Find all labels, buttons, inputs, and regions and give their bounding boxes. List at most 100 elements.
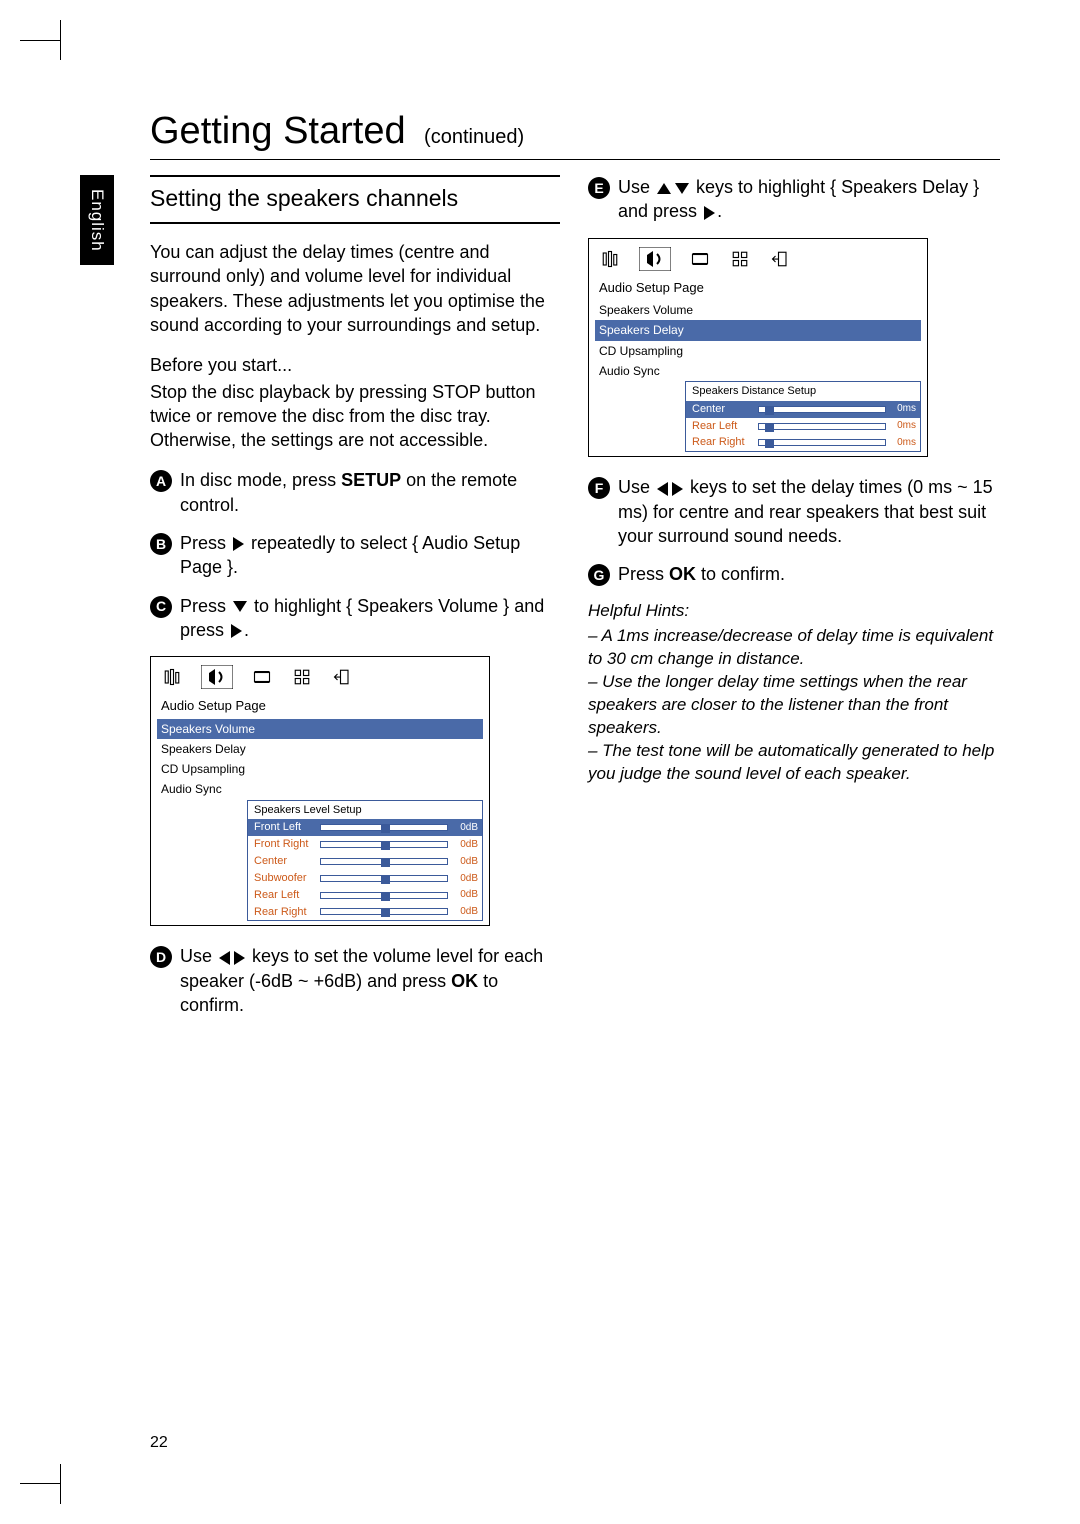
before-label: Before you start...	[150, 353, 560, 377]
osd-row-label: Rear Right	[692, 435, 754, 450]
osd-row-label: Rear Left	[254, 888, 316, 903]
osd-title: Audio Setup Page	[595, 277, 921, 301]
down-arrow-icon	[675, 183, 689, 194]
osd-row-label: Front Right	[254, 837, 316, 852]
osd-row-value: 0dB	[452, 905, 478, 919]
step-6-text: Use keys to set the delay times (0 ms ~ …	[618, 475, 998, 548]
exit-tab-icon	[769, 250, 791, 268]
osd-submenu-title: Speakers Level Setup	[248, 801, 482, 820]
osd-slider-track	[320, 824, 448, 831]
video-tab-icon	[689, 250, 711, 268]
left-column: Setting the speakers channels You can ad…	[150, 175, 560, 1031]
up-arrow-icon	[657, 183, 671, 194]
osd-row-value: 0dB	[452, 821, 478, 835]
osd-row-value: 0ms	[890, 436, 916, 450]
osd-row-value: 0ms	[890, 419, 916, 433]
osd-row-value: 0dB	[452, 888, 478, 902]
step-1: A In disc mode, press SETUP on the remot…	[150, 468, 560, 517]
osd-slider-row: Rear Left 0ms	[686, 418, 920, 435]
step-number-icon: C	[150, 596, 172, 618]
osd-submenu: Speakers Distance Setup Center0msRear Le…	[685, 381, 921, 452]
right-arrow-icon	[704, 206, 715, 220]
osd-menu-item: Audio Sync	[157, 779, 483, 799]
intro-paragraph: You can adjust the delay times (centre a…	[150, 240, 560, 337]
page-title: Getting Started	[150, 110, 406, 152]
osd-row-label: Rear Left	[692, 419, 754, 434]
osd-row-label: Front Left	[254, 820, 316, 835]
osd-tab-bar	[157, 663, 483, 695]
osd-slider-row: Center0dB	[248, 853, 482, 870]
step-number-icon: B	[150, 533, 172, 555]
page-content: English Getting Started (continued) Sett…	[80, 100, 1000, 1444]
osd-slider-track	[320, 858, 448, 865]
osd-slider-row: Rear Left 0dB	[248, 887, 482, 904]
osd-slider-track	[320, 892, 448, 899]
osd-menu-item: CD Upsampling	[157, 759, 483, 779]
step-2: B Press repeatedly to select { Audio Set…	[150, 531, 560, 580]
osd-menu-item: Speakers Delay	[157, 739, 483, 759]
step-7: G Press OK to confirm.	[588, 562, 998, 586]
settings-tab-icon	[599, 250, 621, 268]
step-number-icon: G	[588, 564, 610, 586]
hint-1: – A 1ms increase/decrease of delay time …	[588, 625, 998, 671]
settings-tab-icon	[161, 668, 183, 686]
osd-slider-row: Rear Right 0ms	[686, 434, 920, 451]
exit-tab-icon	[331, 668, 353, 686]
osd-slider-track	[320, 875, 448, 882]
osd-slider-row: Rear Right 0dB	[248, 904, 482, 921]
hint-3: – The test tone will be automatically ge…	[588, 740, 998, 786]
hints-heading: Helpful Hints:	[588, 600, 998, 623]
osd-slider-row: Center 0ms	[686, 401, 920, 418]
page-title-row: Getting Started (continued)	[150, 110, 1000, 160]
right-arrow-icon	[234, 951, 245, 965]
preference-tab-icon	[729, 250, 751, 268]
osd-row-value: 0ms	[890, 402, 916, 416]
osd-slider-handle	[381, 892, 390, 901]
osd-speakers-level: Audio Setup Page Speakers Volume Speaker…	[150, 656, 490, 926]
left-arrow-icon	[657, 482, 668, 496]
step-3-text: Press to highlight { Speakers Volume } a…	[180, 594, 560, 643]
osd-row-label: Rear Right	[254, 905, 316, 920]
osd-slider-track	[320, 908, 448, 915]
step-4: D Use keys to set the volume level for e…	[150, 944, 560, 1017]
osd-tab-bar	[595, 245, 921, 277]
osd-slider-row: Subwoofer0dB	[248, 870, 482, 887]
step-number-icon: E	[588, 177, 610, 199]
page-number: 22	[150, 1434, 168, 1452]
osd-slider-track	[758, 439, 886, 446]
language-tab: English	[80, 175, 114, 265]
osd-slider-track	[320, 841, 448, 848]
osd-slider-row: Front Left 0dB	[248, 819, 482, 836]
osd-slider-handle	[381, 824, 390, 833]
osd-row-value: 0dB	[452, 838, 478, 852]
osd-row-value: 0dB	[452, 872, 478, 886]
osd-menu-item: Audio Sync	[595, 361, 921, 381]
osd-slider-handle	[765, 423, 774, 432]
osd-row-label: Center	[254, 854, 316, 869]
osd-slider-track	[758, 423, 886, 430]
left-arrow-icon	[219, 951, 230, 965]
step-7-text: Press OK to confirm.	[618, 562, 998, 586]
right-arrow-icon	[233, 537, 244, 551]
step-5: E Use keys to highlight { Speakers Delay…	[588, 175, 998, 224]
page-subtitle: (continued)	[424, 126, 524, 148]
osd-speakers-distance: Audio Setup Page Speakers Volume Speaker…	[588, 238, 928, 458]
helpful-hints: Helpful Hints: – A 1ms increase/decrease…	[588, 600, 998, 786]
step-1-text: In disc mode, press SETUP on the remote …	[180, 468, 560, 517]
osd-submenu: Speakers Level Setup Front Left0dBFront …	[247, 800, 483, 922]
step-number-icon: D	[150, 946, 172, 968]
step-4-text: Use keys to set the volume level for eac…	[180, 944, 560, 1017]
osd-menu-item: CD Upsampling	[595, 341, 921, 361]
down-arrow-icon	[233, 601, 247, 612]
before-text: Stop the disc playback by pressing STOP …	[150, 380, 560, 453]
audio-tab-icon	[639, 247, 671, 271]
osd-slider-handle	[381, 908, 390, 917]
preference-tab-icon	[291, 668, 313, 686]
step-3: C Press to highlight { Speakers Volume }…	[150, 594, 560, 643]
step-2-text: Press repeatedly to select { Audio Setup…	[180, 531, 560, 580]
section-heading: Setting the speakers channels	[150, 175, 560, 224]
osd-menu-item: Speakers Volume	[595, 300, 921, 320]
osd-menu-item: Speakers Volume	[157, 719, 483, 739]
osd-slider-handle	[381, 858, 390, 867]
osd-row-label: Center	[692, 402, 754, 417]
